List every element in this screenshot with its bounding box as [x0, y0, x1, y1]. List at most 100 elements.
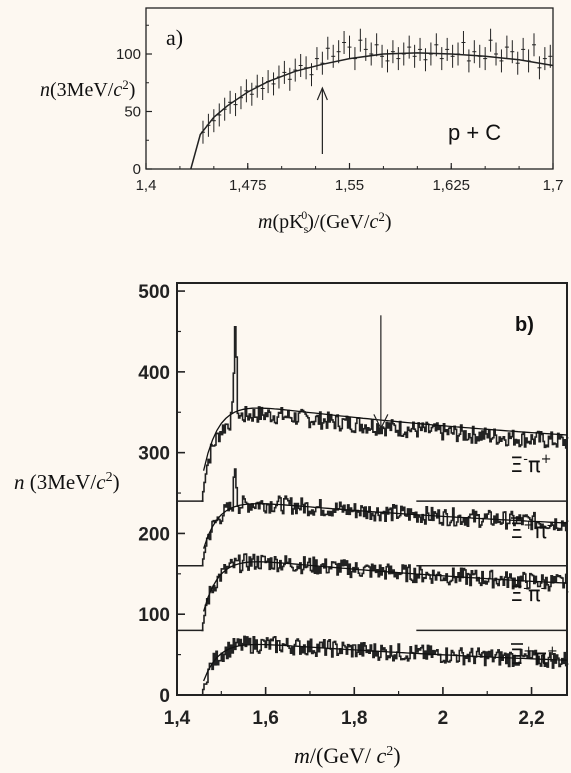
panel-a-data-point: [374, 33, 379, 57]
panel-a-data-point: [238, 86, 243, 110]
panel-a-x-tick-label: 1,7: [543, 177, 564, 194]
panel-a-x-axis-label: m(pKs0)/(GeV/c2): [258, 208, 392, 236]
panel-b-series-3: [177, 635, 569, 696]
panel-a-arrow: [316, 86, 328, 154]
panel-b-series-labels: Ξ-π+ Ξ+π- Ξ-π- Ξ+π+: [510, 452, 558, 669]
panel-a-data-point: [298, 54, 303, 77]
panel-a-data-point: [233, 93, 238, 117]
panel-b-ticks: [176, 290, 533, 696]
panel-a-data-point: [352, 47, 357, 71]
panel-a-data-point: [309, 63, 314, 87]
panel-a-data-point: [472, 40, 477, 64]
panel-a-data-point: [456, 42, 461, 66]
series-label: Ξ-π-: [510, 581, 546, 606]
series-label: Ξ+π-: [510, 518, 552, 543]
panel-b-y-tick-label: 100: [138, 605, 170, 626]
panel-a-data-point: [244, 79, 249, 103]
panel-a-x-tick-label: 1,4: [136, 177, 157, 194]
panel-b-y-tick-label: 200: [138, 524, 170, 545]
panel-a-y-tick-label: 0: [133, 161, 141, 178]
panel-a-data-point: [228, 90, 233, 114]
panel-a-data-point: [260, 77, 265, 100]
panel-a-data-point: [515, 51, 520, 75]
panel-b-y-tick-label: 500: [138, 282, 170, 303]
panel-a: 1,4 1,475 1,55 1,625 1,7 0 50 100 a) p + C n(3…: [40, 7, 564, 236]
panel-a-y-tick-label: 100: [116, 46, 141, 63]
panel-a-data-point: [211, 109, 216, 133]
panel-a-data-point: [418, 37, 423, 61]
panel-a-data-point: [428, 42, 433, 66]
panel-a-data-point: [423, 48, 428, 72]
panel-a-data-point: [483, 47, 488, 71]
panel-a-x-tick-labels: 1,4 1,475 1,55 1,625 1,7: [136, 177, 564, 194]
panel-b-x-tick-label: 2: [438, 708, 449, 729]
panel-a-data-point: [401, 42, 406, 66]
panel-a-data-point: [249, 82, 254, 106]
panel-b-x-tick-label: 2,2: [518, 708, 544, 729]
panel-a-data-point: [287, 67, 292, 91]
panel-a-label: a): [166, 25, 183, 50]
panel-a-data-point: [537, 56, 542, 80]
panel-a-data-point: [445, 37, 450, 61]
panel-b-x-axis-label: m/(GeV/ c2): [294, 743, 401, 768]
panel-a-fit-line: [190, 52, 554, 170]
panel-b-y-tick-labels: 0 100 200 300 400 500: [138, 282, 170, 707]
panel-a-data-point: [434, 33, 439, 57]
panel-b-fit-curve: [202, 503, 568, 549]
panel-a-data-point: [494, 42, 499, 66]
panel-a-data-point: [477, 44, 482, 68]
panel-a-data-point: [439, 47, 444, 71]
panel-a-data-point: [217, 103, 222, 127]
panel-a-data-point: [276, 65, 281, 89]
panel-a-data-point: [304, 56, 309, 80]
panel-a-data-point: [222, 97, 227, 121]
panel-a-ticks: [145, 24, 554, 170]
panel-a-data-point: [363, 37, 368, 61]
panel-a-data-point: [510, 40, 515, 64]
panel-b-fit-curve: [203, 643, 568, 682]
panel-a-data-point: [504, 35, 509, 59]
panel-a-data-point: [521, 37, 526, 61]
panel-b-x-tick-label: 1,4: [164, 708, 191, 729]
panel-b-arrow: [373, 315, 389, 430]
panel-b-histogram: [201, 635, 569, 696]
panel-b-fit-curve: [202, 561, 568, 612]
panel-a-annotation: p + C: [448, 120, 501, 145]
panel-b-y-tick-label: 300: [138, 444, 170, 465]
panel-a-y-tick-label: 50: [124, 104, 141, 121]
series-label: Ξ+π+: [510, 644, 558, 669]
panel-a-data-point: [396, 47, 401, 71]
panel-a-y-axis-label: n(3MeV/c2): [40, 77, 135, 101]
panel-b-x-tick-label: 1,6: [252, 708, 278, 729]
panel-a-data-point: [325, 36, 330, 60]
panel-b-label: b): [515, 314, 534, 336]
panel-a-data-point: [532, 33, 537, 57]
panel-a-data-point: [320, 51, 325, 75]
panel-b-series-1: [177, 468, 569, 567]
panel-a-data-point: [548, 44, 553, 68]
panel-a-data-point: [542, 47, 547, 71]
series-label: Ξ-π+: [510, 452, 552, 477]
panel-b-series-2: [177, 553, 569, 632]
panel-a-data-point: [466, 49, 471, 73]
panel-a-data-point: [358, 28, 363, 52]
panel-a-data-point: [271, 72, 276, 96]
panel-a-data-point: [266, 70, 271, 94]
panel-a-data-point: [255, 74, 260, 98]
panel-a-data-point: [385, 49, 390, 73]
panel-a-data-point: [314, 47, 319, 71]
panel-a-data-point: [336, 40, 341, 64]
panel-a-data-point: [342, 31, 347, 54]
panel-a-data-point: [499, 49, 504, 73]
panel-a-x-tick-label: 1,625: [432, 177, 470, 194]
panel-a-data-point: [488, 28, 493, 52]
panel-b-y-axis-label: n (3MeV/c2): [14, 470, 120, 494]
panel-a-data-point: [293, 58, 298, 82]
panel-a-fit-curve: [190, 52, 554, 170]
panel-b: 1,4 1,6 1,8 2 2,2 0 100 200 300 400 500 b) Ξ-π+ Ξ+…: [14, 282, 569, 768]
panel-b-x-tick-label: 1,8: [341, 708, 367, 729]
panel-a-data-point: [412, 44, 417, 68]
panel-a-data-point: [450, 44, 455, 68]
panel-a-y-tick-labels: 0 50 100: [116, 46, 141, 178]
